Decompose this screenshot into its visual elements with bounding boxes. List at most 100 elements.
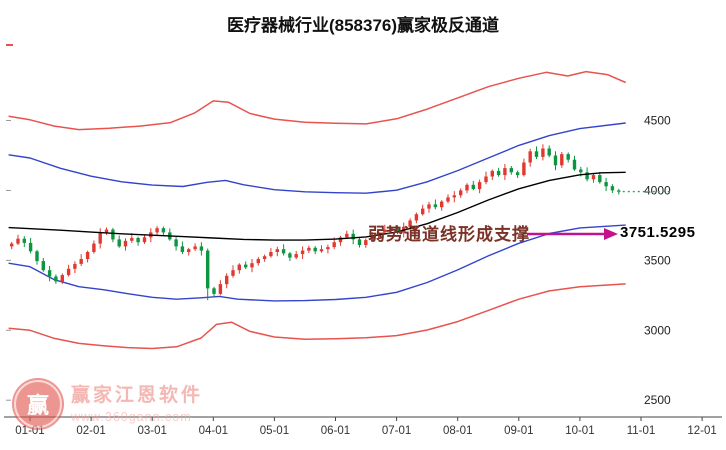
candle-body	[345, 233, 349, 238]
lower-inner-channel-line	[8, 224, 626, 302]
candle-body	[490, 170, 494, 177]
page-title: 医疗器械行业(858376)赢家极反通道	[226, 16, 500, 35]
y-axis-label: 4000	[644, 183, 671, 197]
candle-body	[440, 201, 444, 208]
candle-body	[269, 252, 273, 257]
candle-body	[610, 186, 615, 191]
candle-body	[484, 176, 488, 183]
candle-body	[231, 270, 235, 276]
x-axis-label: 09-01	[504, 425, 533, 437]
watermark-logo-icon: 赢	[14, 380, 62, 428]
candle-body	[465, 184, 469, 191]
candle-body	[98, 232, 102, 244]
candle-body	[433, 204, 438, 208]
candle-body	[307, 247, 311, 251]
candle-body	[477, 182, 482, 190]
x-axis-label: 06-01	[321, 425, 350, 437]
candle-body	[446, 197, 450, 202]
x-axis-label: 08-01	[443, 425, 472, 437]
x-axis-label: 04-01	[199, 425, 228, 437]
candle-body	[142, 237, 147, 243]
candle-body	[54, 276, 58, 282]
support-price-label: 3751.5295	[620, 224, 696, 241]
candle-body	[187, 249, 191, 252]
candle-body	[22, 238, 26, 243]
watermark: 赢 赢家江恩软件 www.360gann.com	[14, 380, 203, 428]
candle-body	[256, 259, 260, 264]
candle-body	[383, 229, 387, 233]
candle-body	[503, 168, 507, 176]
candle-body	[370, 235, 374, 241]
candle-body	[288, 253, 292, 258]
candle-body	[16, 238, 20, 244]
candle-body	[155, 228, 159, 233]
candle-body	[35, 251, 39, 262]
candle-body	[300, 250, 305, 255]
candle-body	[319, 249, 324, 252]
y-axis-label: 3000	[644, 323, 671, 337]
x-axis-label: 03-01	[137, 425, 166, 437]
candle-body	[130, 238, 134, 241]
watermark-brand: 赢家江恩软件	[71, 385, 204, 406]
candle-body	[66, 268, 71, 276]
candle-body	[452, 195, 456, 198]
candle-body	[193, 246, 197, 250]
candle-body	[515, 172, 520, 176]
support-arrow-head-icon	[604, 228, 618, 240]
candle-body	[218, 284, 223, 294]
candle-body	[522, 162, 526, 176]
x-axis-label: 05-01	[260, 425, 289, 437]
candle-body	[604, 182, 608, 187]
candle-body	[389, 228, 393, 230]
candle-body	[117, 239, 121, 247]
candle-body	[262, 256, 267, 259]
lower-outer-channel-line	[8, 283, 626, 350]
candle-body	[408, 220, 412, 227]
y-axis-label: 2500	[644, 393, 671, 407]
candle-body	[199, 246, 204, 251]
candle-body	[528, 151, 532, 163]
candle-body	[332, 242, 336, 248]
candle-body	[459, 190, 463, 196]
candle-body	[244, 264, 248, 268]
candle-body	[471, 184, 475, 189]
candle-body	[579, 169, 583, 173]
candle-body	[598, 175, 602, 183]
candle-body	[338, 237, 343, 243]
candle-body	[41, 261, 45, 271]
candle-body	[395, 228, 400, 233]
x-axis-label: 07-01	[382, 425, 411, 437]
candle-body	[85, 252, 90, 259]
candle-body	[206, 250, 210, 289]
x-axis-label: 12-01	[687, 425, 716, 437]
candle-body	[427, 204, 431, 209]
candle-body	[104, 229, 109, 233]
candle-body	[79, 259, 83, 264]
candle-body	[414, 214, 419, 221]
candle-body	[585, 172, 589, 180]
candle-body	[534, 151, 539, 157]
candle-body	[275, 249, 279, 252]
candle-body	[313, 247, 317, 252]
candle-body	[326, 247, 330, 250]
y-axis-label: 3500	[644, 253, 671, 267]
watermark-url: www.360gann.com	[71, 410, 192, 424]
candle-body	[212, 288, 216, 294]
x-axis-label: 02-01	[76, 425, 105, 437]
candle-body	[10, 243, 14, 247]
candle-body	[364, 240, 368, 245]
x-axis-label: 01-01	[15, 425, 44, 437]
candle-body	[281, 249, 286, 254]
candle-body	[237, 264, 241, 271]
candle-body	[60, 275, 64, 282]
middle-channel-line	[8, 171, 626, 241]
upper-inner-channel-line	[8, 122, 626, 194]
candle-body	[294, 254, 298, 258]
candle-body	[174, 239, 178, 247]
candle-body	[28, 242, 33, 252]
candle-body	[250, 263, 254, 268]
candle-body	[560, 154, 564, 166]
candle-body	[541, 148, 545, 157]
